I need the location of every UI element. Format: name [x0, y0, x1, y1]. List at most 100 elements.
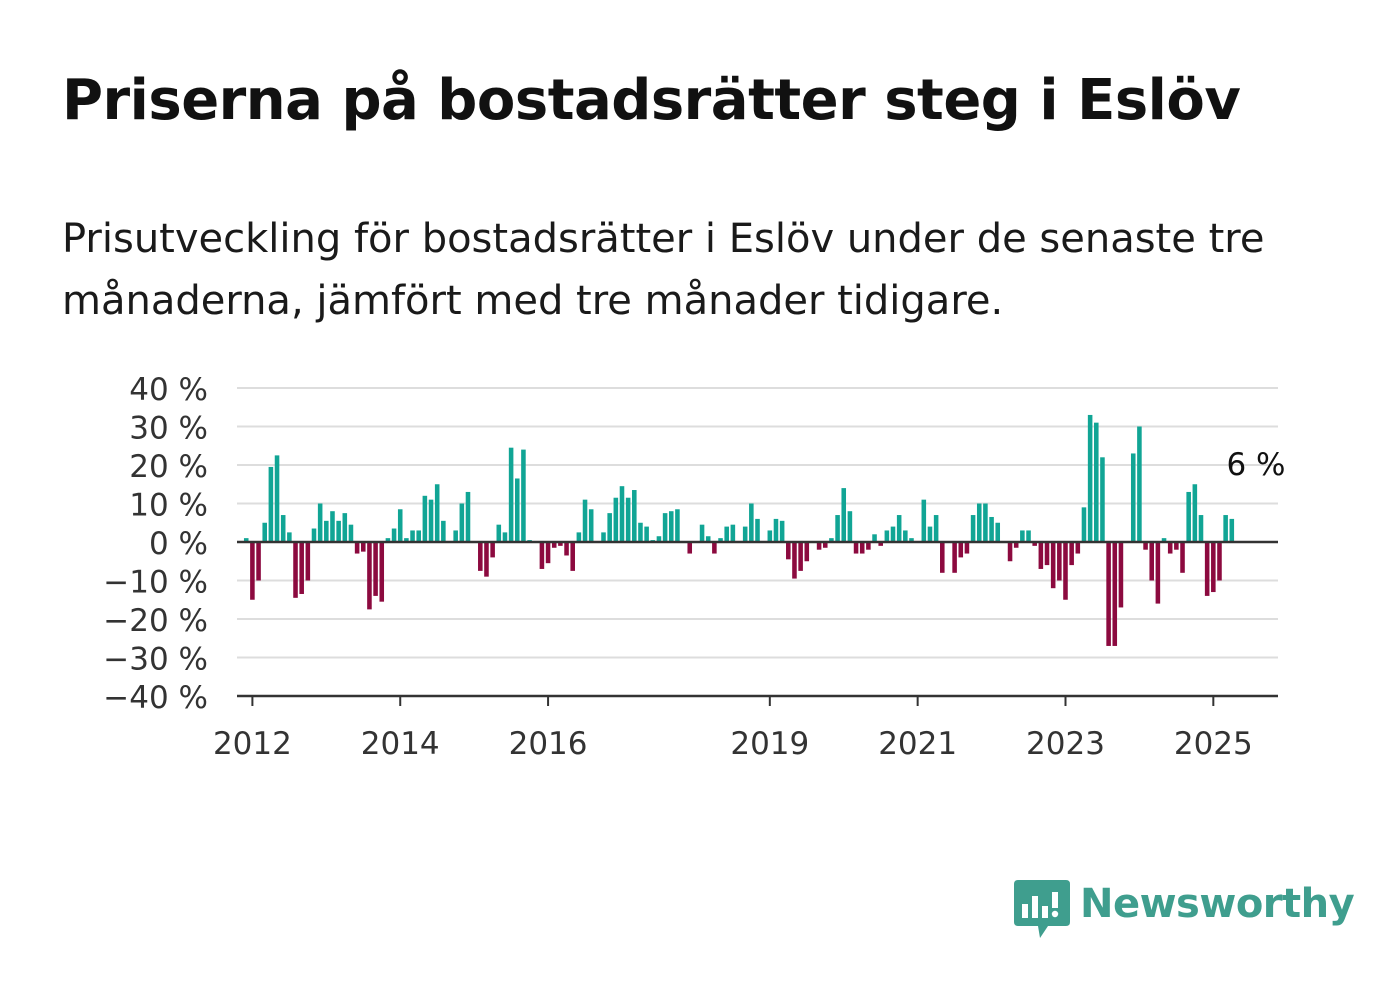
bar [1026, 530, 1031, 542]
bar [1217, 542, 1222, 581]
bar [268, 466, 274, 542]
bar [952, 542, 957, 573]
bar [1007, 542, 1013, 562]
bar [804, 542, 810, 562]
bar [1112, 542, 1118, 646]
bar [607, 513, 612, 543]
x-tick-label: 2023 [1026, 726, 1105, 762]
y-tick-label: 40 % [129, 372, 208, 408]
x-tick-label: 2019 [730, 726, 809, 762]
bar [779, 520, 785, 542]
bar [822, 542, 828, 548]
bar [539, 542, 545, 569]
bar [656, 536, 662, 542]
bar [847, 511, 853, 542]
bar [367, 542, 372, 610]
bar [1143, 542, 1148, 550]
newsworthy-chart-icon [1014, 880, 1070, 938]
bar [884, 530, 890, 542]
bar [361, 542, 366, 552]
y-tick-label: 0 % [149, 526, 208, 562]
bar [1186, 491, 1191, 542]
bar [1050, 542, 1056, 589]
bar [1087, 414, 1093, 542]
latest-value-label: 6 % [1226, 447, 1285, 483]
bar [989, 516, 994, 542]
bar [397, 509, 403, 542]
bar [675, 509, 680, 542]
bar [601, 532, 606, 543]
bar [428, 499, 434, 542]
bar [545, 542, 551, 564]
bar [699, 524, 705, 542]
bar [970, 515, 976, 542]
bar [773, 518, 779, 542]
y-tick-label: −30 % [103, 642, 208, 678]
bar [490, 542, 495, 558]
bar [853, 542, 859, 554]
x-tick-label: 2014 [361, 726, 440, 762]
bar [730, 524, 736, 542]
bar [582, 499, 588, 542]
bar [976, 503, 982, 542]
bar [1069, 542, 1074, 566]
bar [243, 538, 249, 542]
bar [983, 503, 988, 542]
bar [459, 503, 465, 542]
bar [422, 495, 428, 542]
bar [465, 491, 471, 542]
bar [613, 497, 619, 542]
bar [1180, 542, 1185, 573]
bar [305, 542, 311, 581]
chart-title: Priserna på bostadsrätter steg i Eslöv [62, 68, 1241, 133]
bar [385, 538, 391, 542]
bar [866, 542, 871, 550]
bar [416, 530, 421, 542]
bar [619, 486, 625, 542]
bar [1038, 542, 1044, 569]
bar [453, 530, 458, 542]
bar [940, 542, 945, 573]
bar [859, 542, 865, 554]
bar [829, 538, 834, 542]
bar [496, 524, 502, 542]
bar [767, 530, 773, 542]
bar [570, 542, 575, 571]
bar [662, 513, 668, 543]
bar [1223, 515, 1228, 542]
y-tick-label: −40 % [103, 680, 208, 716]
bar [521, 449, 526, 542]
bar [1044, 542, 1050, 566]
bar [342, 513, 348, 543]
bar [373, 542, 378, 596]
bar [909, 538, 914, 542]
bar [324, 520, 329, 542]
bar [1167, 542, 1173, 554]
chart-subtitle: Prisutveckling för bostadsrätter i Eslöv… [62, 216, 1265, 324]
bar [1118, 542, 1124, 608]
y-tick-label: −20 % [103, 603, 208, 639]
bar [903, 530, 908, 542]
bar [250, 542, 255, 600]
bar [576, 532, 582, 543]
bar [896, 515, 902, 542]
bar [508, 447, 514, 542]
bar [1106, 542, 1111, 646]
bar [749, 503, 754, 542]
bar [878, 542, 883, 546]
bar [755, 518, 760, 542]
bar [410, 530, 415, 542]
x-tick-label: 2025 [1174, 726, 1253, 762]
bar [1229, 518, 1235, 542]
bar [890, 526, 896, 542]
x-tick-label: 2012 [213, 726, 292, 762]
bar [274, 455, 280, 543]
bar [792, 542, 797, 579]
y-tick-label: 20 % [129, 449, 208, 485]
bar [434, 484, 440, 542]
bar [311, 528, 317, 542]
bar [1137, 426, 1142, 542]
bar [958, 542, 964, 558]
bar [995, 522, 1001, 542]
